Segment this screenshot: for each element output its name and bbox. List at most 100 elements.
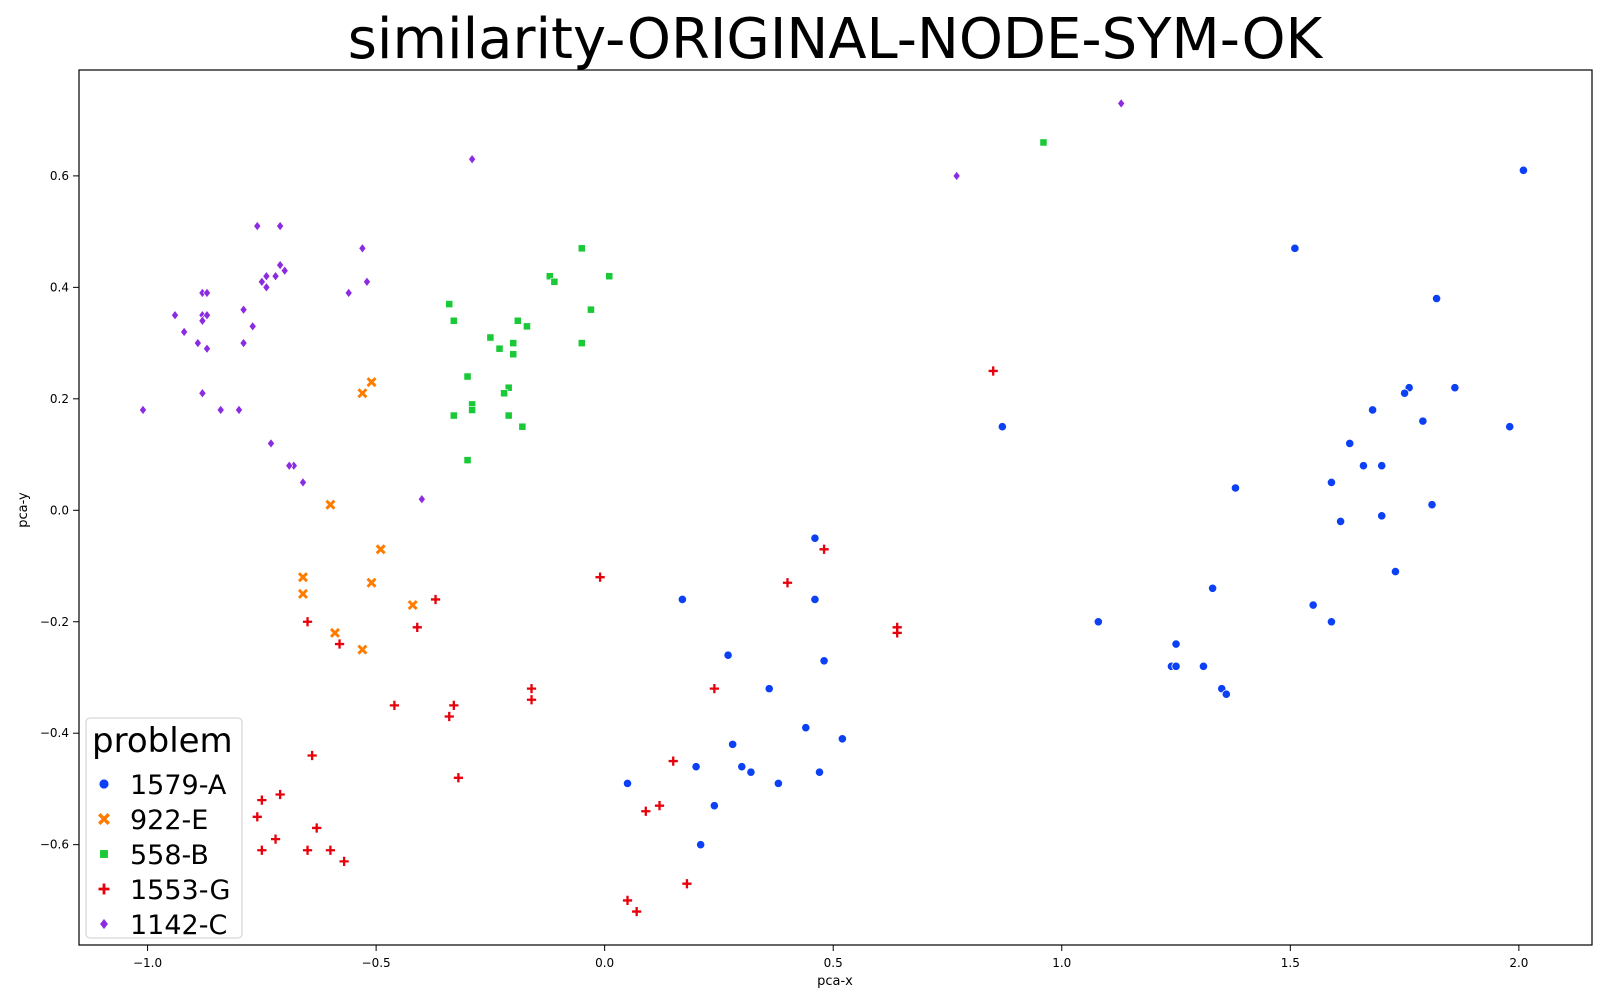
data-point — [198, 388, 207, 399]
data-point — [203, 343, 211, 354]
data-point — [267, 438, 275, 449]
x-tick-label: 1.0 — [1052, 956, 1071, 970]
data-point — [1221, 689, 1231, 699]
legend-label: 1579-A — [130, 770, 227, 801]
data-point — [252, 812, 262, 822]
legend-marker — [98, 883, 110, 895]
x-tick-label: 0.5 — [824, 956, 843, 970]
data-point — [746, 767, 756, 777]
data-point — [892, 628, 902, 638]
plot-frame — [78, 69, 1593, 946]
axes: −1.0 −0.5 0.0 0.5 1.0 1.5 2.0 −0.6 −0.4 −0.2 0.0 0.… — [40, 169, 1529, 970]
data-point — [486, 333, 495, 342]
data-point — [819, 656, 829, 666]
legend-label: 922-E — [130, 805, 208, 836]
data-point — [1418, 416, 1428, 426]
data-point — [1450, 383, 1460, 393]
data-point — [239, 337, 248, 349]
data-point — [1326, 477, 1337, 488]
legend: problem 1579-A 922-E 558-B 1553-G 1142-C — [85, 717, 243, 941]
data-point — [723, 650, 733, 660]
legend-label: 1553-G — [130, 875, 230, 906]
data-point — [302, 617, 313, 627]
data-point — [764, 684, 774, 694]
data-point — [500, 389, 508, 398]
data-point — [737, 762, 747, 772]
data-point — [668, 756, 678, 766]
y-tick-label: 0.2 — [50, 392, 69, 406]
data-point — [280, 265, 289, 276]
data-point — [1345, 438, 1355, 449]
data-point — [819, 544, 829, 554]
data-point — [139, 404, 147, 416]
legend-marker — [99, 849, 109, 859]
data-point — [577, 339, 586, 347]
data-point — [814, 767, 825, 777]
data-point — [358, 243, 367, 254]
legend-title: problem — [92, 721, 233, 761]
data-point — [677, 594, 687, 605]
data-point — [325, 845, 336, 855]
x-axis-label: pca-x — [817, 974, 853, 989]
legend-marker — [98, 778, 110, 790]
data-point — [285, 460, 294, 471]
data-point — [366, 377, 377, 388]
x-tick-label: 1.5 — [1281, 956, 1300, 970]
series-558-B — [445, 138, 1048, 464]
data-point — [449, 316, 458, 325]
data-point — [357, 388, 368, 399]
data-point — [810, 594, 820, 605]
data-point — [235, 404, 243, 416]
data-point — [257, 276, 266, 287]
data-point — [449, 411, 458, 420]
data-point — [728, 739, 738, 749]
data-point — [334, 639, 345, 649]
data-point — [203, 287, 211, 299]
data-point — [495, 344, 504, 353]
data-point — [239, 304, 248, 315]
data-point — [262, 282, 271, 293]
data-point — [691, 762, 701, 772]
data-point — [1505, 422, 1515, 432]
data-point — [837, 734, 847, 744]
series-1142-C — [139, 98, 1126, 505]
plot-area — [139, 98, 1529, 917]
y-tick-label: 0.6 — [50, 169, 69, 183]
data-point — [1377, 511, 1387, 521]
legend-marker — [98, 813, 110, 825]
data-point — [709, 684, 719, 694]
y-tick-label: −0.2 — [40, 615, 69, 629]
legend-box — [85, 717, 243, 939]
data-point — [509, 350, 518, 359]
data-point — [366, 577, 377, 588]
chart-title: similarity-ORIGINAL-NODE-SYM-OK — [348, 7, 1324, 72]
data-point — [1358, 461, 1369, 471]
data-point — [198, 315, 207, 326]
data-point — [526, 684, 537, 694]
data-point — [641, 806, 651, 816]
data-point — [271, 271, 280, 282]
data-point — [216, 404, 225, 416]
data-point — [1326, 617, 1337, 627]
data-point — [682, 879, 692, 889]
data-point — [1230, 483, 1241, 493]
data-point — [1171, 639, 1181, 649]
series-1553-G — [252, 366, 998, 917]
data-point — [463, 372, 472, 381]
data-point — [1518, 165, 1529, 175]
data-point — [622, 895, 633, 906]
y-tick-label: 0.4 — [50, 280, 69, 294]
data-point — [389, 700, 400, 710]
data-point — [363, 276, 371, 287]
data-point — [696, 840, 706, 850]
data-point — [587, 305, 595, 314]
x-tick-label: 0.0 — [595, 956, 614, 970]
data-point — [275, 789, 285, 800]
data-point — [1399, 388, 1410, 398]
data-point — [299, 477, 307, 488]
data-point — [801, 723, 811, 733]
data-point — [468, 406, 476, 414]
data-point — [276, 259, 285, 271]
